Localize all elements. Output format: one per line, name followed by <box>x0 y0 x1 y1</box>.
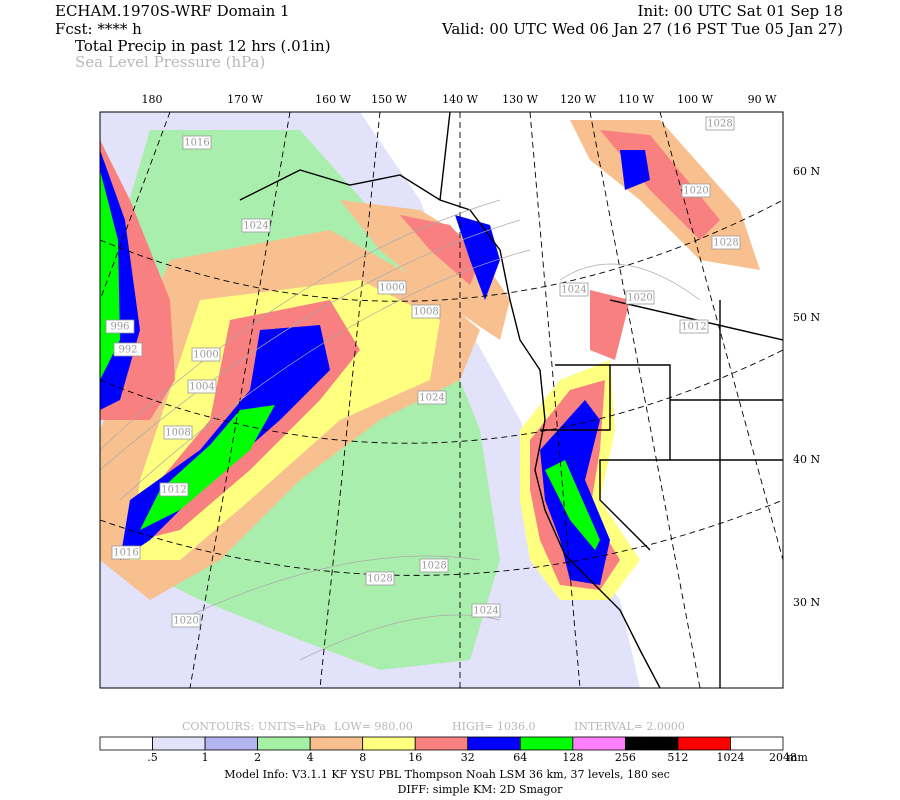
isobar-label: 1024 <box>243 221 268 232</box>
isobar-label: 1020 <box>627 293 652 304</box>
colorbar-box <box>414 736 469 751</box>
isobar-label: 996 <box>110 322 129 333</box>
isobar-label: 1008 <box>165 428 190 439</box>
colorbar-label: 4 <box>307 751 314 764</box>
contour-high: HIGH= 1036.0 <box>452 720 536 733</box>
isobar-label: 1016 <box>184 138 209 149</box>
model-info: Model Info: V3.1.1 KF YSU PBL Thompson N… <box>224 768 670 781</box>
longitude-label: 170 W <box>227 93 263 106</box>
colorbar-label: 16 <box>408 751 422 764</box>
colorbar-label: 8 <box>359 751 366 764</box>
latitude-label: 50 N <box>793 311 820 324</box>
longitude-label: 180 <box>142 93 163 106</box>
colorbar-label: 1 <box>202 751 209 764</box>
colorbar-label: 64 <box>513 751 527 764</box>
isobar-label: 1028 <box>367 574 392 585</box>
colorbar-label: .5 <box>147 751 158 764</box>
isobar-label: 1012 <box>161 485 186 496</box>
longitude-label: 160 W <box>315 93 351 106</box>
latitude-labels: 60 N 50 N 40 N 30 N <box>793 165 820 609</box>
model-title: ECHAM.1970S-WRF Domain 1 <box>55 2 290 20</box>
longitude-label: 100 W <box>677 93 713 106</box>
diff-info: DIFF: simple KM: 2D Smagor <box>398 783 564 796</box>
longitude-labels: 180 170 W 160 W 150 W 140 W 130 W 120 W … <box>142 93 778 106</box>
colorbar-label: 2 <box>254 751 261 764</box>
contour-info: CONTOURS: UNITS=hPa LOW= 980.00 HIGH= 10… <box>182 720 685 733</box>
colorbar-box <box>257 736 311 751</box>
colorbar-label: 128 <box>562 751 583 764</box>
longitude-label: 130 W <box>502 93 538 106</box>
contour-label: CONTOURS: <box>182 720 254 733</box>
isobar-label: 1012 <box>681 322 706 333</box>
colorbar: .5 1 2 4 8 16 32 64 128 256 512 1024 2048 <box>99 736 797 764</box>
field-title: Total Precip in past 12 hrs (.01in) <box>75 37 331 55</box>
init-time: Init: 00 UTC Sat 01 Sep 18 <box>638 2 843 20</box>
contour-interval: INTERVAL= 2.0000 <box>574 720 685 733</box>
isobar-label: 1020 <box>683 186 708 197</box>
latitude-label: 60 N <box>793 165 820 178</box>
colorbar-box <box>677 736 731 751</box>
isobar-label: 1028 <box>713 238 738 249</box>
longitude-label: 110 W <box>618 93 654 106</box>
valid-time: Valid: 00 UTC Wed 06 Jan 27 (16 PST Tue … <box>441 20 843 38</box>
colorbar-box <box>99 736 153 751</box>
colorbar-box <box>519 736 574 751</box>
colorbar-label: 1024 <box>716 751 744 764</box>
isobar-label: 1024 <box>419 393 444 404</box>
colorbar-box <box>204 736 259 751</box>
isobar-labels: 1016 1024 1028 1020 1024 1000 1008 1024 … <box>105 116 741 628</box>
colorbar-box <box>152 736 206 751</box>
isobar-label: 1000 <box>379 283 404 294</box>
colorbar-box <box>362 736 416 751</box>
contour-field-title: Sea Level Pressure (hPa) <box>75 53 265 71</box>
colorbar-box <box>624 736 679 751</box>
latitude-label: 40 N <box>793 453 820 466</box>
map-frame <box>99 111 784 689</box>
latitude-label: 30 N <box>793 596 820 609</box>
colorbar-box <box>309 736 364 751</box>
isobar-label: 992 <box>118 345 137 356</box>
isobar-label: 1028 <box>707 119 732 130</box>
contour-units: UNITS=hPa <box>258 720 326 733</box>
isobar-label: 1008 <box>413 307 438 318</box>
longitude-label: 150 W <box>371 93 407 106</box>
colorbar-label: 512 <box>667 751 688 764</box>
isobar-label: 1024 <box>473 606 498 617</box>
isobar-label: 1028 <box>421 561 446 572</box>
map-area: 1016 1024 1028 1020 1024 1000 1008 1024 … <box>100 112 783 688</box>
longitude-label: 140 W <box>442 93 478 106</box>
colorbar-unit: mm <box>787 751 808 764</box>
isobar-label: 1024 <box>561 285 586 296</box>
longitude-label: 120 W <box>560 93 596 106</box>
forecast-hour: Fcst: **** h <box>55 20 142 38</box>
isobar-label: 1020 <box>173 616 198 627</box>
colorbar-label: 32 <box>461 751 475 764</box>
isobar-label: 1004 <box>189 382 214 393</box>
colorbar-box <box>730 736 784 751</box>
colorbar-label: 2048 <box>769 751 797 764</box>
colorbar-box <box>467 736 521 751</box>
contour-low: LOW= 980.00 <box>334 720 413 733</box>
colorbar-label: 256 <box>615 751 636 764</box>
isobar-label: 1016 <box>113 548 138 559</box>
isobar-label: 1000 <box>193 350 218 361</box>
longitude-label: 90 W <box>748 93 777 106</box>
colorbar-box <box>572 736 626 751</box>
